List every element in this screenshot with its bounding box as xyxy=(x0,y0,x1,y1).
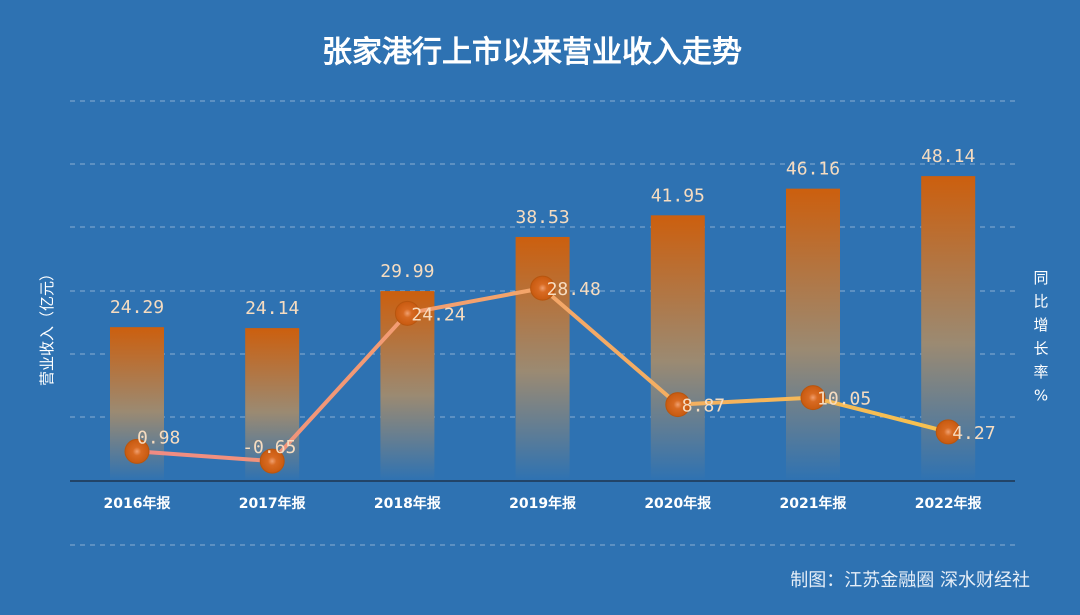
growth-point-label: 24.24 xyxy=(411,304,465,325)
x-tick-label: 2018年报 xyxy=(374,495,441,512)
bar-value-label: 29.99 xyxy=(380,261,434,282)
y-axis-label-right: 同比增长率% xyxy=(1033,269,1048,405)
growth-point-label: -0.65 xyxy=(242,437,296,458)
credit-text: 制图：江苏金融圈 深水财经社 xyxy=(790,570,1030,591)
x-tick-label: 2022年报 xyxy=(915,495,982,512)
bar xyxy=(650,215,705,482)
growth-point-label: 28.48 xyxy=(547,279,601,300)
growth-point xyxy=(935,419,961,445)
growth-point xyxy=(800,385,826,411)
x-tick-label: 2017年报 xyxy=(239,495,306,512)
chart-title: 张家港行上市以来营业收入走势 xyxy=(322,35,742,70)
growth-point-label: 4.27 xyxy=(952,423,995,444)
bar-value-label: 46.16 xyxy=(786,159,840,180)
y-axis-label-left: 营业收入（亿元） xyxy=(38,266,56,386)
x-tick-label: 2016年报 xyxy=(104,495,171,512)
x-tick-label: 2020年报 xyxy=(644,495,711,512)
growth-point-label: 8.87 xyxy=(682,396,725,417)
y-axis-label-right-char: % xyxy=(1034,387,1048,405)
growth-point-label: 10.05 xyxy=(817,389,871,410)
y-axis-label-right-char: 长 xyxy=(1033,340,1048,358)
growth-point xyxy=(124,438,150,464)
bar xyxy=(786,188,840,482)
bar xyxy=(515,236,570,481)
growth-point xyxy=(259,448,285,474)
growth-line-series: 0.98 -0.65 24.24 28.48 8.87 10.05 4.27 xyxy=(124,275,996,474)
bar-value-label: 41.95 xyxy=(651,185,705,206)
growth-point xyxy=(530,275,556,301)
growth-point-label: 0.98 xyxy=(137,427,180,448)
y-axis-label-right-char: 增 xyxy=(1033,316,1048,334)
bar-value-label: 48.14 xyxy=(921,146,975,167)
growth-point xyxy=(665,392,691,418)
growth-point xyxy=(394,300,420,326)
bar-value-labels: 24.29 24.14 29.99 38.53 41.95 46.16 48.14 xyxy=(110,146,975,319)
bar-value-label: 24.29 xyxy=(110,297,164,318)
bar-value-label: 38.53 xyxy=(516,207,570,228)
y-axis-label-right-char: 比 xyxy=(1033,293,1048,311)
x-axis-ticks: 2016年报 2017年报 2018年报 2019年报 2020年报 2021年报 2022… xyxy=(104,495,982,512)
y-axis-label-right-char: 同 xyxy=(1033,269,1048,287)
bar-value-label: 24.14 xyxy=(245,298,299,319)
x-tick-label: 2019年报 xyxy=(509,495,576,512)
y-axis-label-right-char: 率 xyxy=(1033,363,1048,381)
x-tick-label: 2021年报 xyxy=(780,495,847,512)
